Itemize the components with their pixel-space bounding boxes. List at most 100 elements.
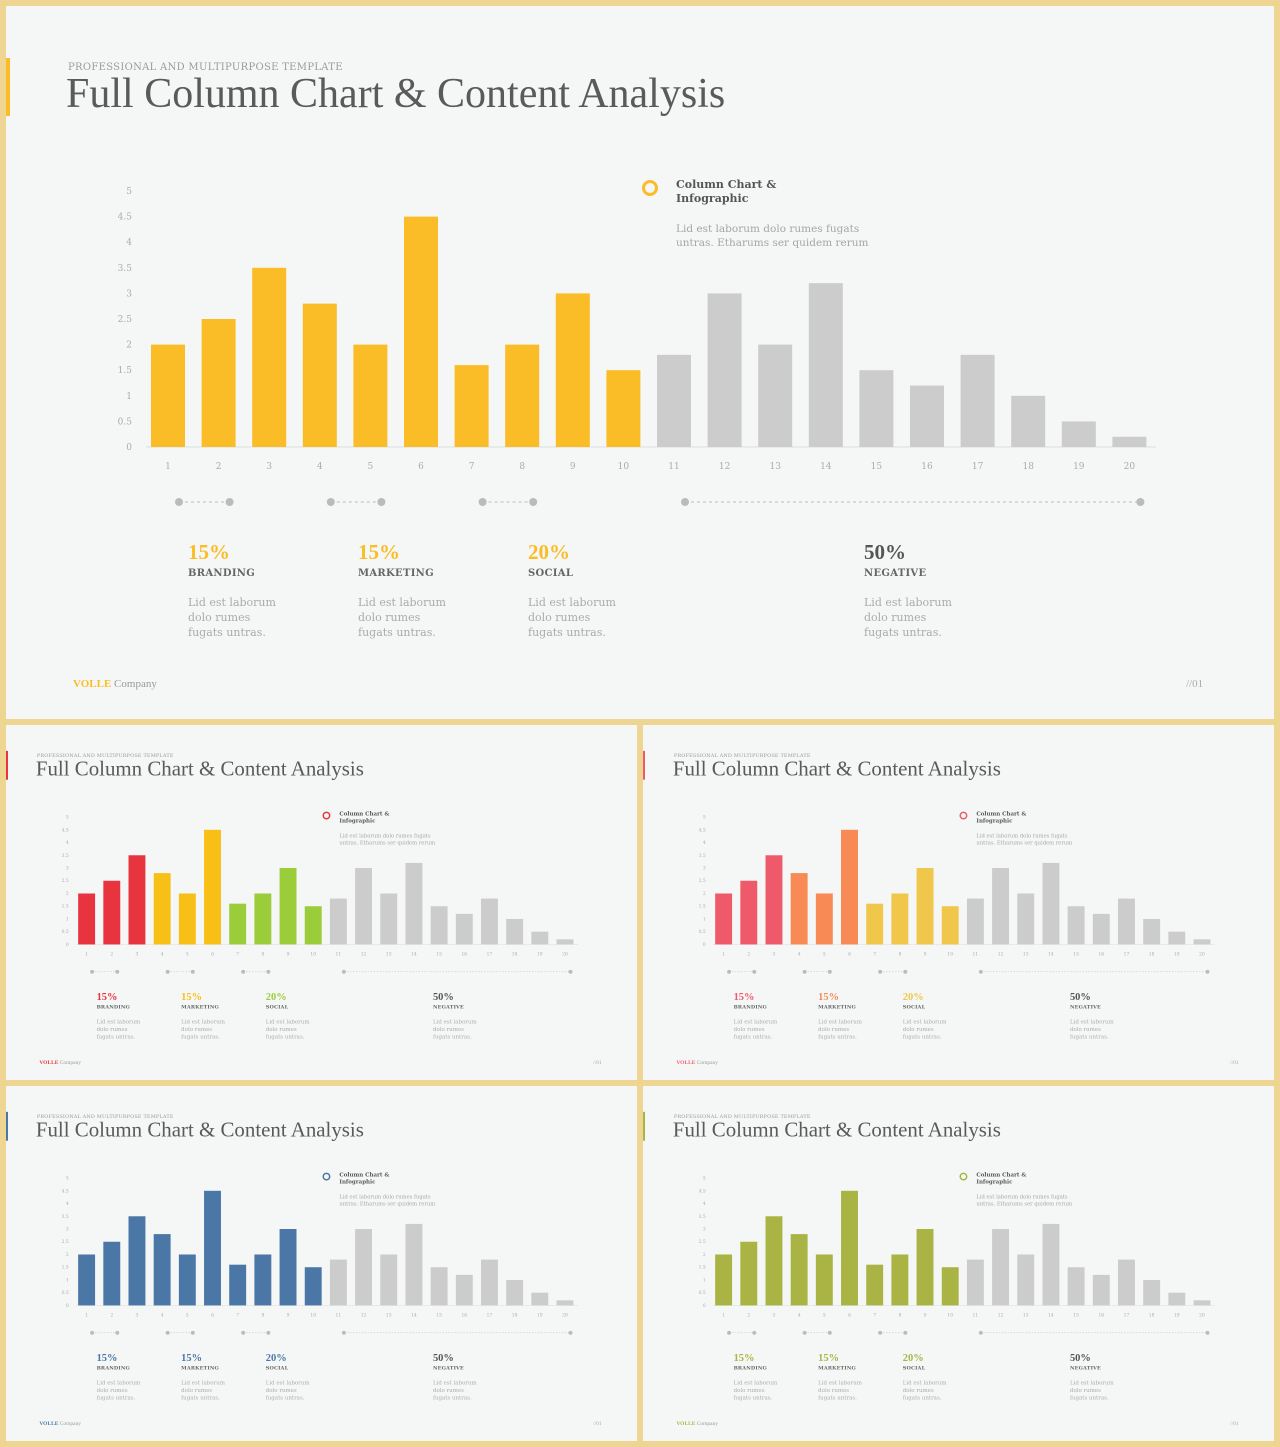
y-tick-label: 5 <box>703 815 706 821</box>
x-tick-label: 16 <box>1098 1312 1104 1318</box>
y-tick-label: 5 <box>66 1176 69 1182</box>
bar-18 <box>1143 918 1161 945</box>
bar-15 <box>430 906 448 945</box>
bar-2 <box>103 880 121 945</box>
x-tick-label: 3 <box>136 1312 139 1318</box>
y-tick-label: 4 <box>703 1201 706 1207</box>
bar-11 <box>329 898 347 945</box>
bar-5 <box>178 893 196 945</box>
x-tick-label: 12 <box>998 1312 1004 1318</box>
range-dot <box>241 969 246 974</box>
footer-brand: VOLLE Company <box>39 1059 81 1065</box>
y-tick-label: 1 <box>66 1277 69 1283</box>
stat-description: Lid est laborum dolo rumes fugats untras… <box>358 596 446 639</box>
stat-percent: 15% <box>818 990 840 1003</box>
y-tick-label: 3.5 <box>118 264 133 274</box>
stat-label: MARKETING <box>818 1365 856 1372</box>
x-tick-label: 6 <box>848 951 851 957</box>
x-tick-label: 11 <box>336 1312 342 1318</box>
stat-description: Lid est laborum dolo rumes fugats untras… <box>181 1379 225 1401</box>
bar-9 <box>555 293 590 447</box>
bar-14 <box>1042 862 1060 945</box>
bar-9 <box>916 868 934 945</box>
legend-ring-icon <box>959 1172 968 1181</box>
x-tick-label: 19 <box>1174 1312 1180 1318</box>
x-tick-label: 11 <box>973 1312 979 1318</box>
bar-7 <box>454 365 489 447</box>
column-chart: 00.511.522.533.544.551 2 3 4 5 6 7 8 9 10 11 12 13 14… <box>62 1176 579 1335</box>
x-tick-label: 1 <box>722 951 725 957</box>
bar-4 <box>790 873 808 945</box>
accent-bar <box>643 1111 645 1141</box>
bar-3 <box>128 1216 146 1306</box>
y-tick-label: 4.5 <box>62 827 69 833</box>
bar-1 <box>78 893 96 945</box>
y-tick-label: 2.5 <box>699 878 706 884</box>
slide-blue: PROFESSIONAL AND MULTIPURPOSE TEMPLATE F… <box>6 1086 637 1441</box>
stat-description: Lid est laborum dolo rumes fugats untras… <box>528 596 616 639</box>
x-tick-label: 18 <box>1149 951 1155 957</box>
x-tick-label: 18 <box>512 1312 518 1318</box>
stat-description: Lid est laborum dolo rumes fugats untras… <box>818 1018 862 1040</box>
range-dot <box>752 1330 757 1335</box>
bar-18 <box>506 918 524 945</box>
page-number: //01 <box>1186 678 1204 690</box>
x-tick-label: 15 <box>436 1312 442 1318</box>
column-chart: 00.511.522.533.544.551 2 3 4 5 6 7 8 9 10 11 12 13 14… <box>699 1176 1216 1335</box>
x-tick-label: 16 <box>921 462 933 472</box>
x-tick-label: 8 <box>898 1312 901 1318</box>
x-tick-label: 17 <box>1124 951 1130 957</box>
x-tick-label: 16 <box>461 951 467 957</box>
y-tick-label: 4.5 <box>118 213 133 223</box>
slide-title: Full Column Chart & Content Analysis <box>35 1118 364 1142</box>
stat-percent: 50% <box>1069 990 1091 1003</box>
bar-3 <box>252 267 287 447</box>
brand-suffix: Company <box>696 1059 719 1066</box>
x-tick-label: 5 <box>186 1312 189 1318</box>
stat-percent: 20% <box>265 1351 287 1364</box>
bar-2 <box>740 1241 758 1306</box>
stat-social: 20% SOCIAL Lid est laborum dolo rumes fu… <box>266 991 331 1041</box>
slide-title: Full Column Chart & Content Analysis <box>672 1118 1001 1142</box>
y-tick-label: 4 <box>126 238 132 248</box>
range-dot <box>903 1330 908 1335</box>
y-tick-label: 4.5 <box>62 1188 69 1194</box>
brand-name: VOLLE <box>39 1420 59 1427</box>
bar-4 <box>302 303 337 447</box>
x-tick-label: 15 <box>1073 1312 1079 1318</box>
x-tick-label: 4 <box>317 462 323 472</box>
stat-marketing: 15% MARKETING Lid est laborum dolo rumes… <box>181 1352 246 1402</box>
brand-name: VOLLE <box>39 1059 59 1066</box>
y-tick-label: 3 <box>126 289 132 299</box>
bar-7 <box>229 1264 247 1306</box>
range-dot <box>681 498 689 506</box>
bar-3 <box>128 855 146 945</box>
y-tick-label: 0 <box>66 942 69 948</box>
bar-18 <box>506 1279 524 1306</box>
bar-13 <box>1017 893 1035 945</box>
y-tick-label: 3.5 <box>699 853 706 859</box>
y-tick-label: 0.5 <box>699 1290 706 1296</box>
x-tick-label: 19 <box>537 951 543 957</box>
legend-title: Column Chart & Infographic <box>976 1171 1027 1186</box>
stat-marketing: 15% MARKETING Lid est laborum dolo rumes… <box>181 991 246 1041</box>
brand-name: VOLLE <box>676 1420 696 1427</box>
bar-20 <box>556 939 574 945</box>
bar-3 <box>765 855 783 945</box>
x-tick-label: 9 <box>287 951 290 957</box>
x-tick-label: 2 <box>110 951 113 957</box>
bar-17 <box>960 354 995 447</box>
range-dot <box>165 1330 170 1335</box>
x-tick-label: 2 <box>110 1312 113 1318</box>
legend-ring-icon <box>959 811 968 820</box>
bar-15 <box>1067 906 1085 945</box>
bar-12 <box>992 868 1010 945</box>
range-dot <box>802 1330 807 1335</box>
x-tick-label: 14 <box>1048 951 1054 957</box>
y-tick-label: 1 <box>703 1277 706 1283</box>
brand-name: VOLLE <box>73 678 112 690</box>
legend-title: Column Chart & Infographic <box>676 178 777 205</box>
range-dot <box>115 1330 120 1335</box>
x-tick-label: 16 <box>461 1312 467 1318</box>
stat-percent: 15% <box>96 990 118 1003</box>
